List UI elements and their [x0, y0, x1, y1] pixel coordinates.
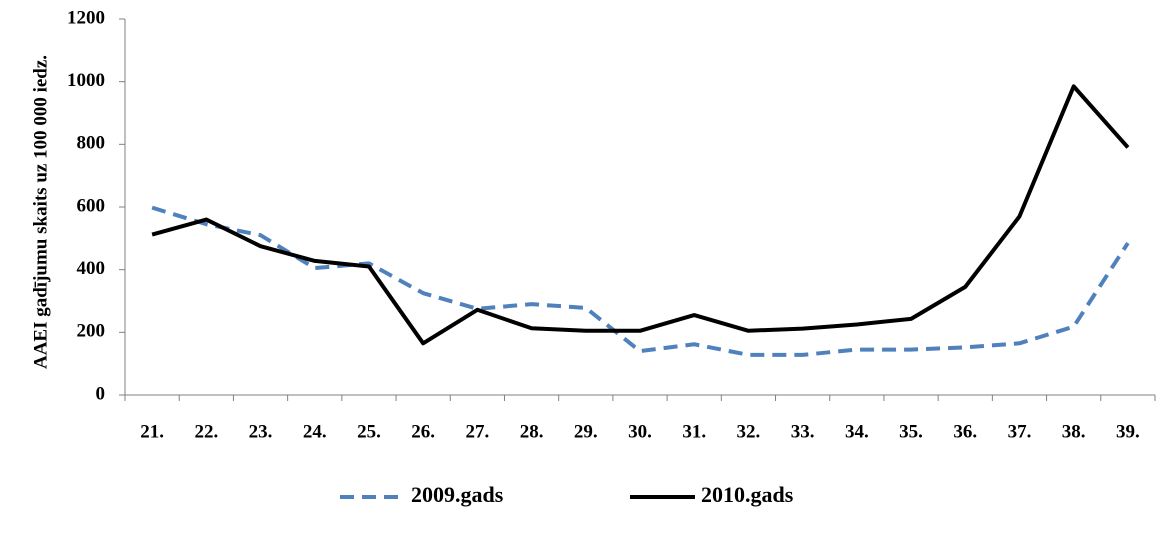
y-tick-label: 1000 — [67, 70, 105, 91]
x-tick-label: 36. — [953, 421, 977, 442]
y-tick-label: 800 — [77, 133, 106, 154]
x-tick-label: 23. — [249, 421, 273, 442]
y-axis-label: AAEI gadījumu skaits uz 100 000 iedz. — [30, 55, 51, 369]
x-tick-label: 35. — [899, 421, 923, 442]
y-tick-label: 400 — [77, 258, 106, 279]
x-tick-label: 31. — [682, 421, 706, 442]
series-line — [151, 205, 1130, 357]
x-tick-label: 22. — [194, 421, 218, 442]
x-tick-label: 39. — [1116, 421, 1140, 442]
x-tick-label: 37. — [1008, 421, 1032, 442]
x-tick-label: 28. — [520, 421, 544, 442]
x-tick-label: 38. — [1062, 421, 1086, 442]
x-tick-label: 24. — [303, 421, 327, 442]
x-tick-label: 30. — [628, 421, 652, 442]
x-tick-label: 32. — [737, 421, 761, 442]
x-tick-label: 34. — [845, 421, 869, 442]
x-tick-label: 29. — [574, 421, 598, 442]
legend-label: 2010.gads — [701, 482, 794, 507]
x-tick-label: 26. — [411, 421, 435, 442]
x-tick-label: 33. — [791, 421, 815, 442]
y-tick-label: 0 — [96, 383, 106, 404]
x-tick-label: 25. — [357, 421, 381, 442]
x-tick-label: 21. — [140, 421, 164, 442]
x-tick-label: 27. — [465, 421, 489, 442]
y-tick-label: 600 — [77, 195, 106, 216]
y-tick-label: 200 — [77, 321, 106, 342]
series-line — [151, 84, 1130, 346]
y-tick-label: 1200 — [67, 7, 105, 28]
legend-label: 2009.gads — [411, 482, 504, 507]
